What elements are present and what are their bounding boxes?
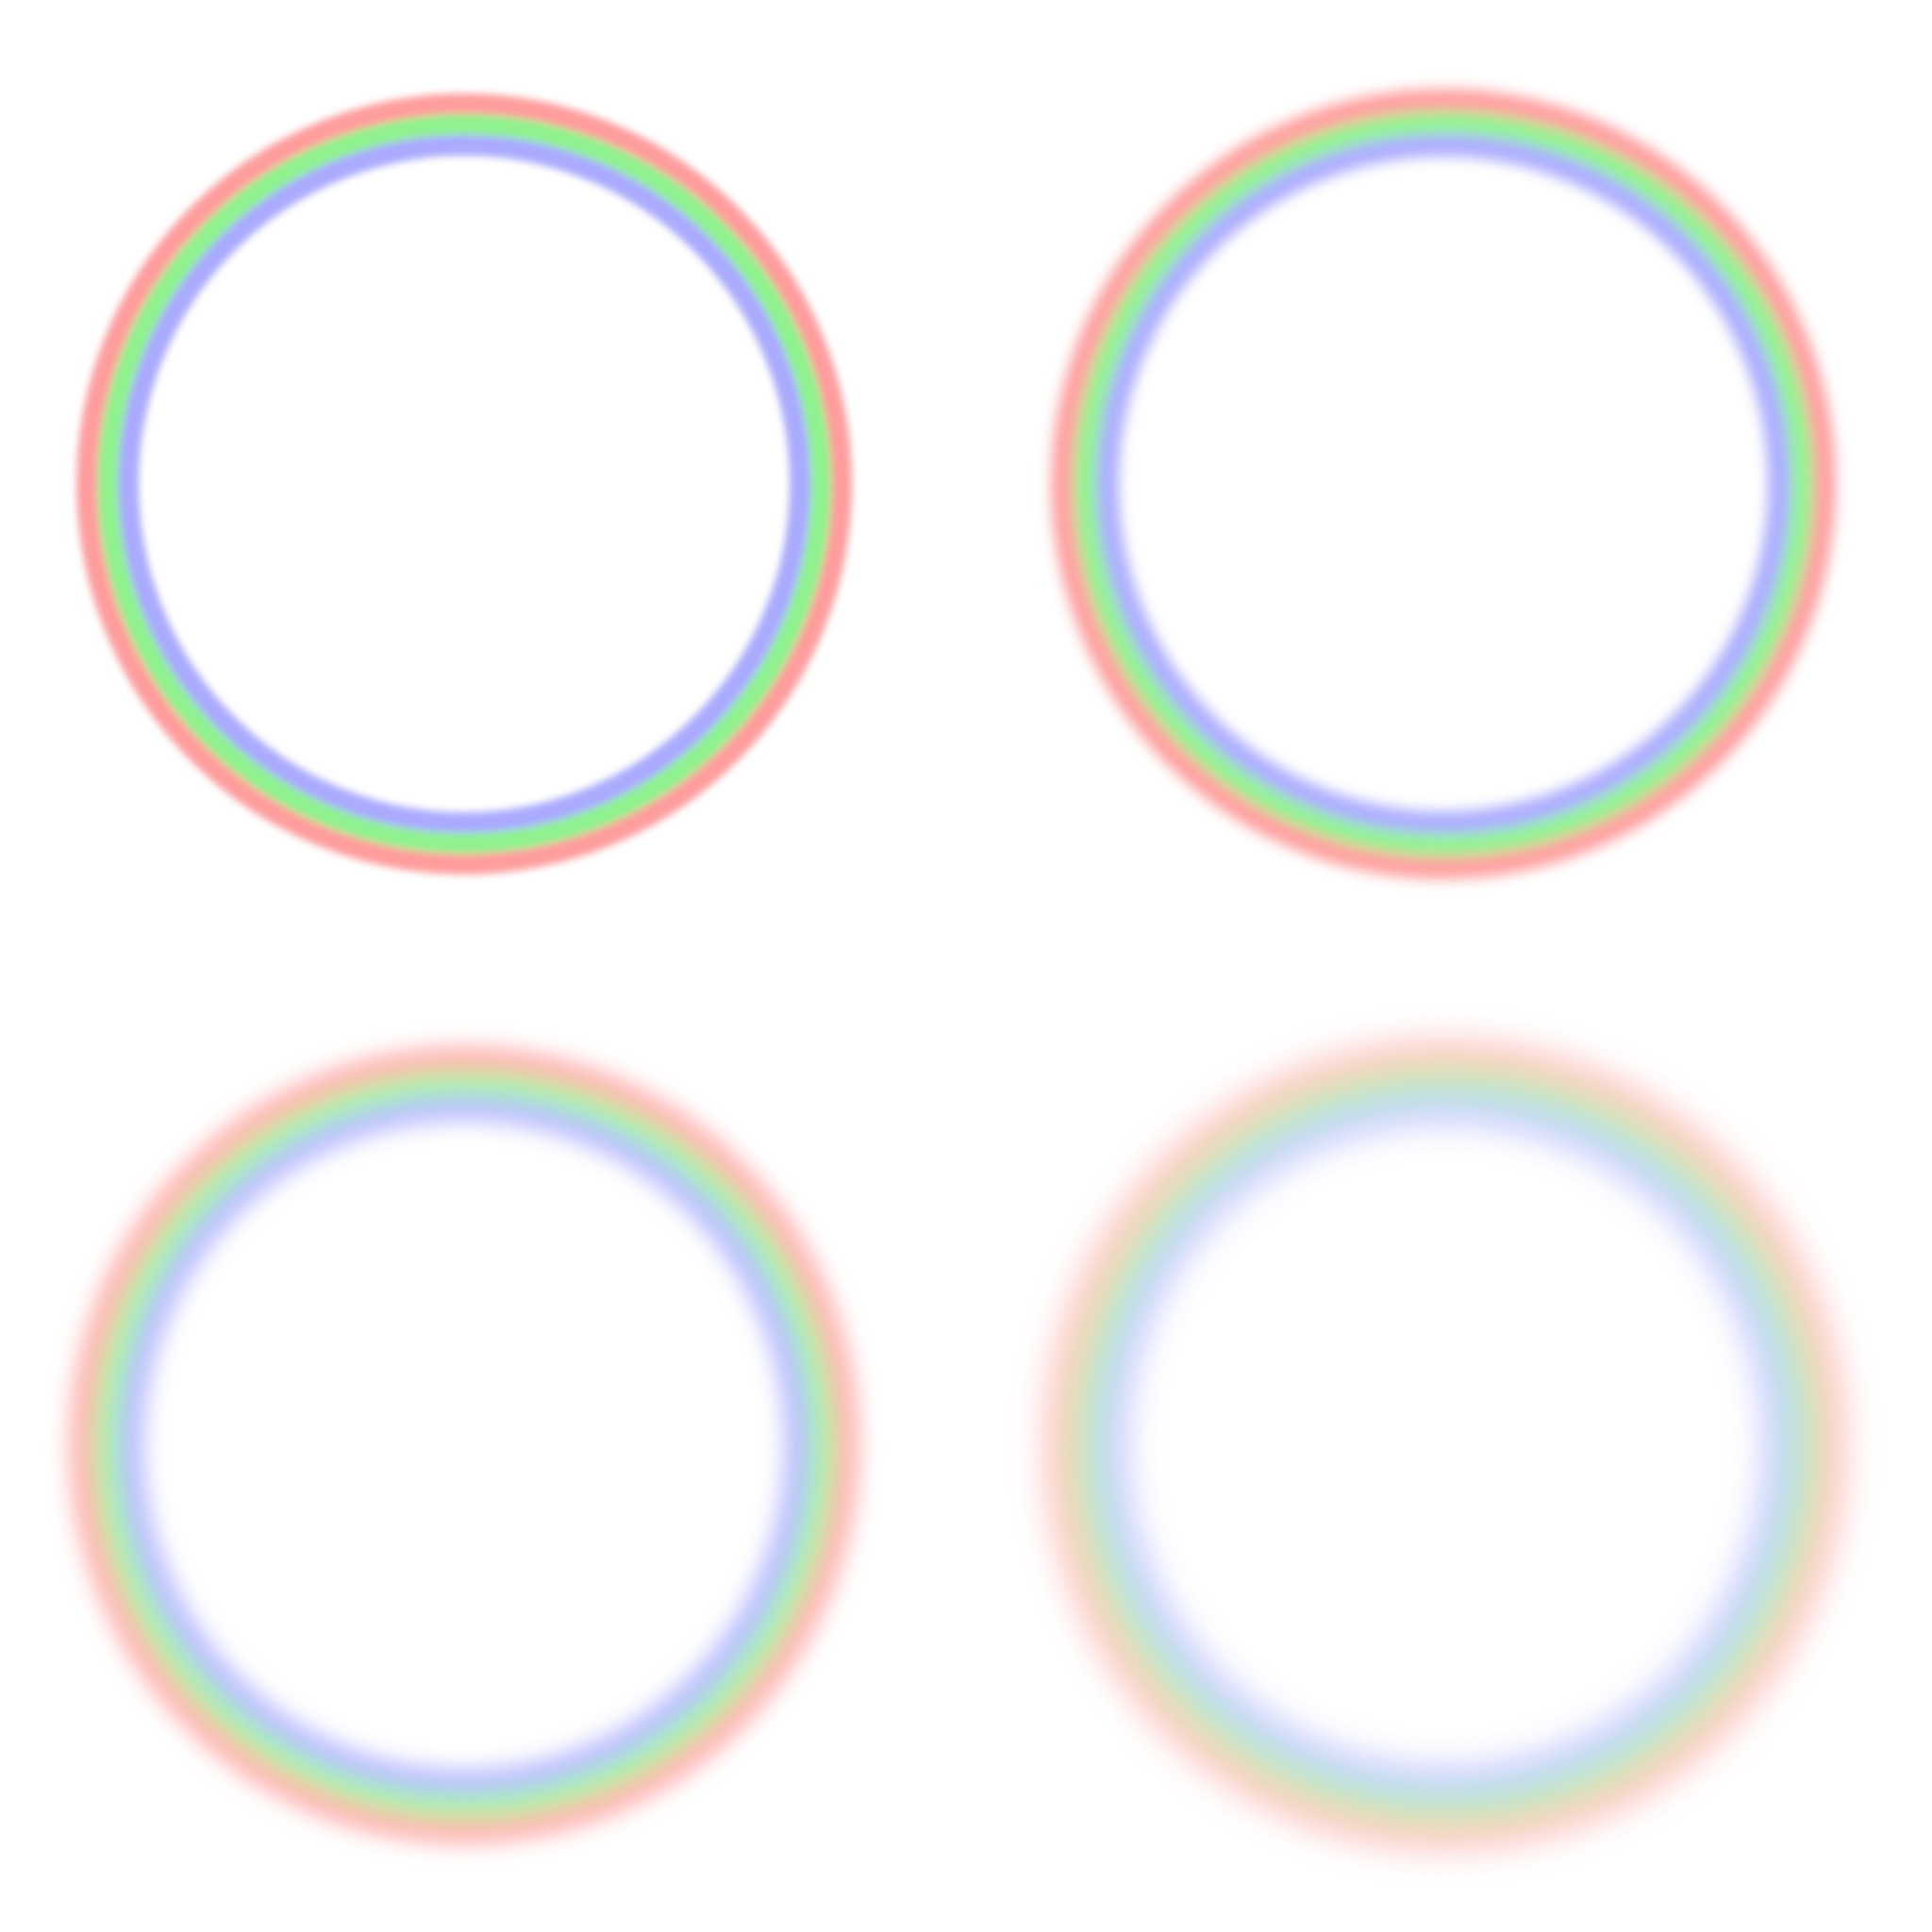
ring-band-inner — [1096, 134, 1790, 834]
ring-band-outer — [76, 93, 852, 874]
ring-band-inner — [118, 135, 810, 833]
ring-bottom-left — [70, 1047, 858, 1843]
ring-band-middle — [1073, 1069, 1818, 1822]
ring-bottom-right — [1046, 1042, 1844, 1848]
ring-band-outer — [1051, 89, 1836, 879]
ring-band-middle — [1074, 111, 1813, 857]
ring-band-inner — [1099, 1095, 1791, 1795]
ring-band-inner — [119, 1096, 809, 1794]
ring-band-middle — [97, 114, 831, 854]
ring-band-middle — [94, 1072, 834, 1819]
ring-top-left — [76, 93, 852, 874]
ring-band-outer — [1046, 1042, 1844, 1848]
ring-top-right — [1051, 89, 1836, 879]
ring-band-outer — [70, 1047, 858, 1843]
